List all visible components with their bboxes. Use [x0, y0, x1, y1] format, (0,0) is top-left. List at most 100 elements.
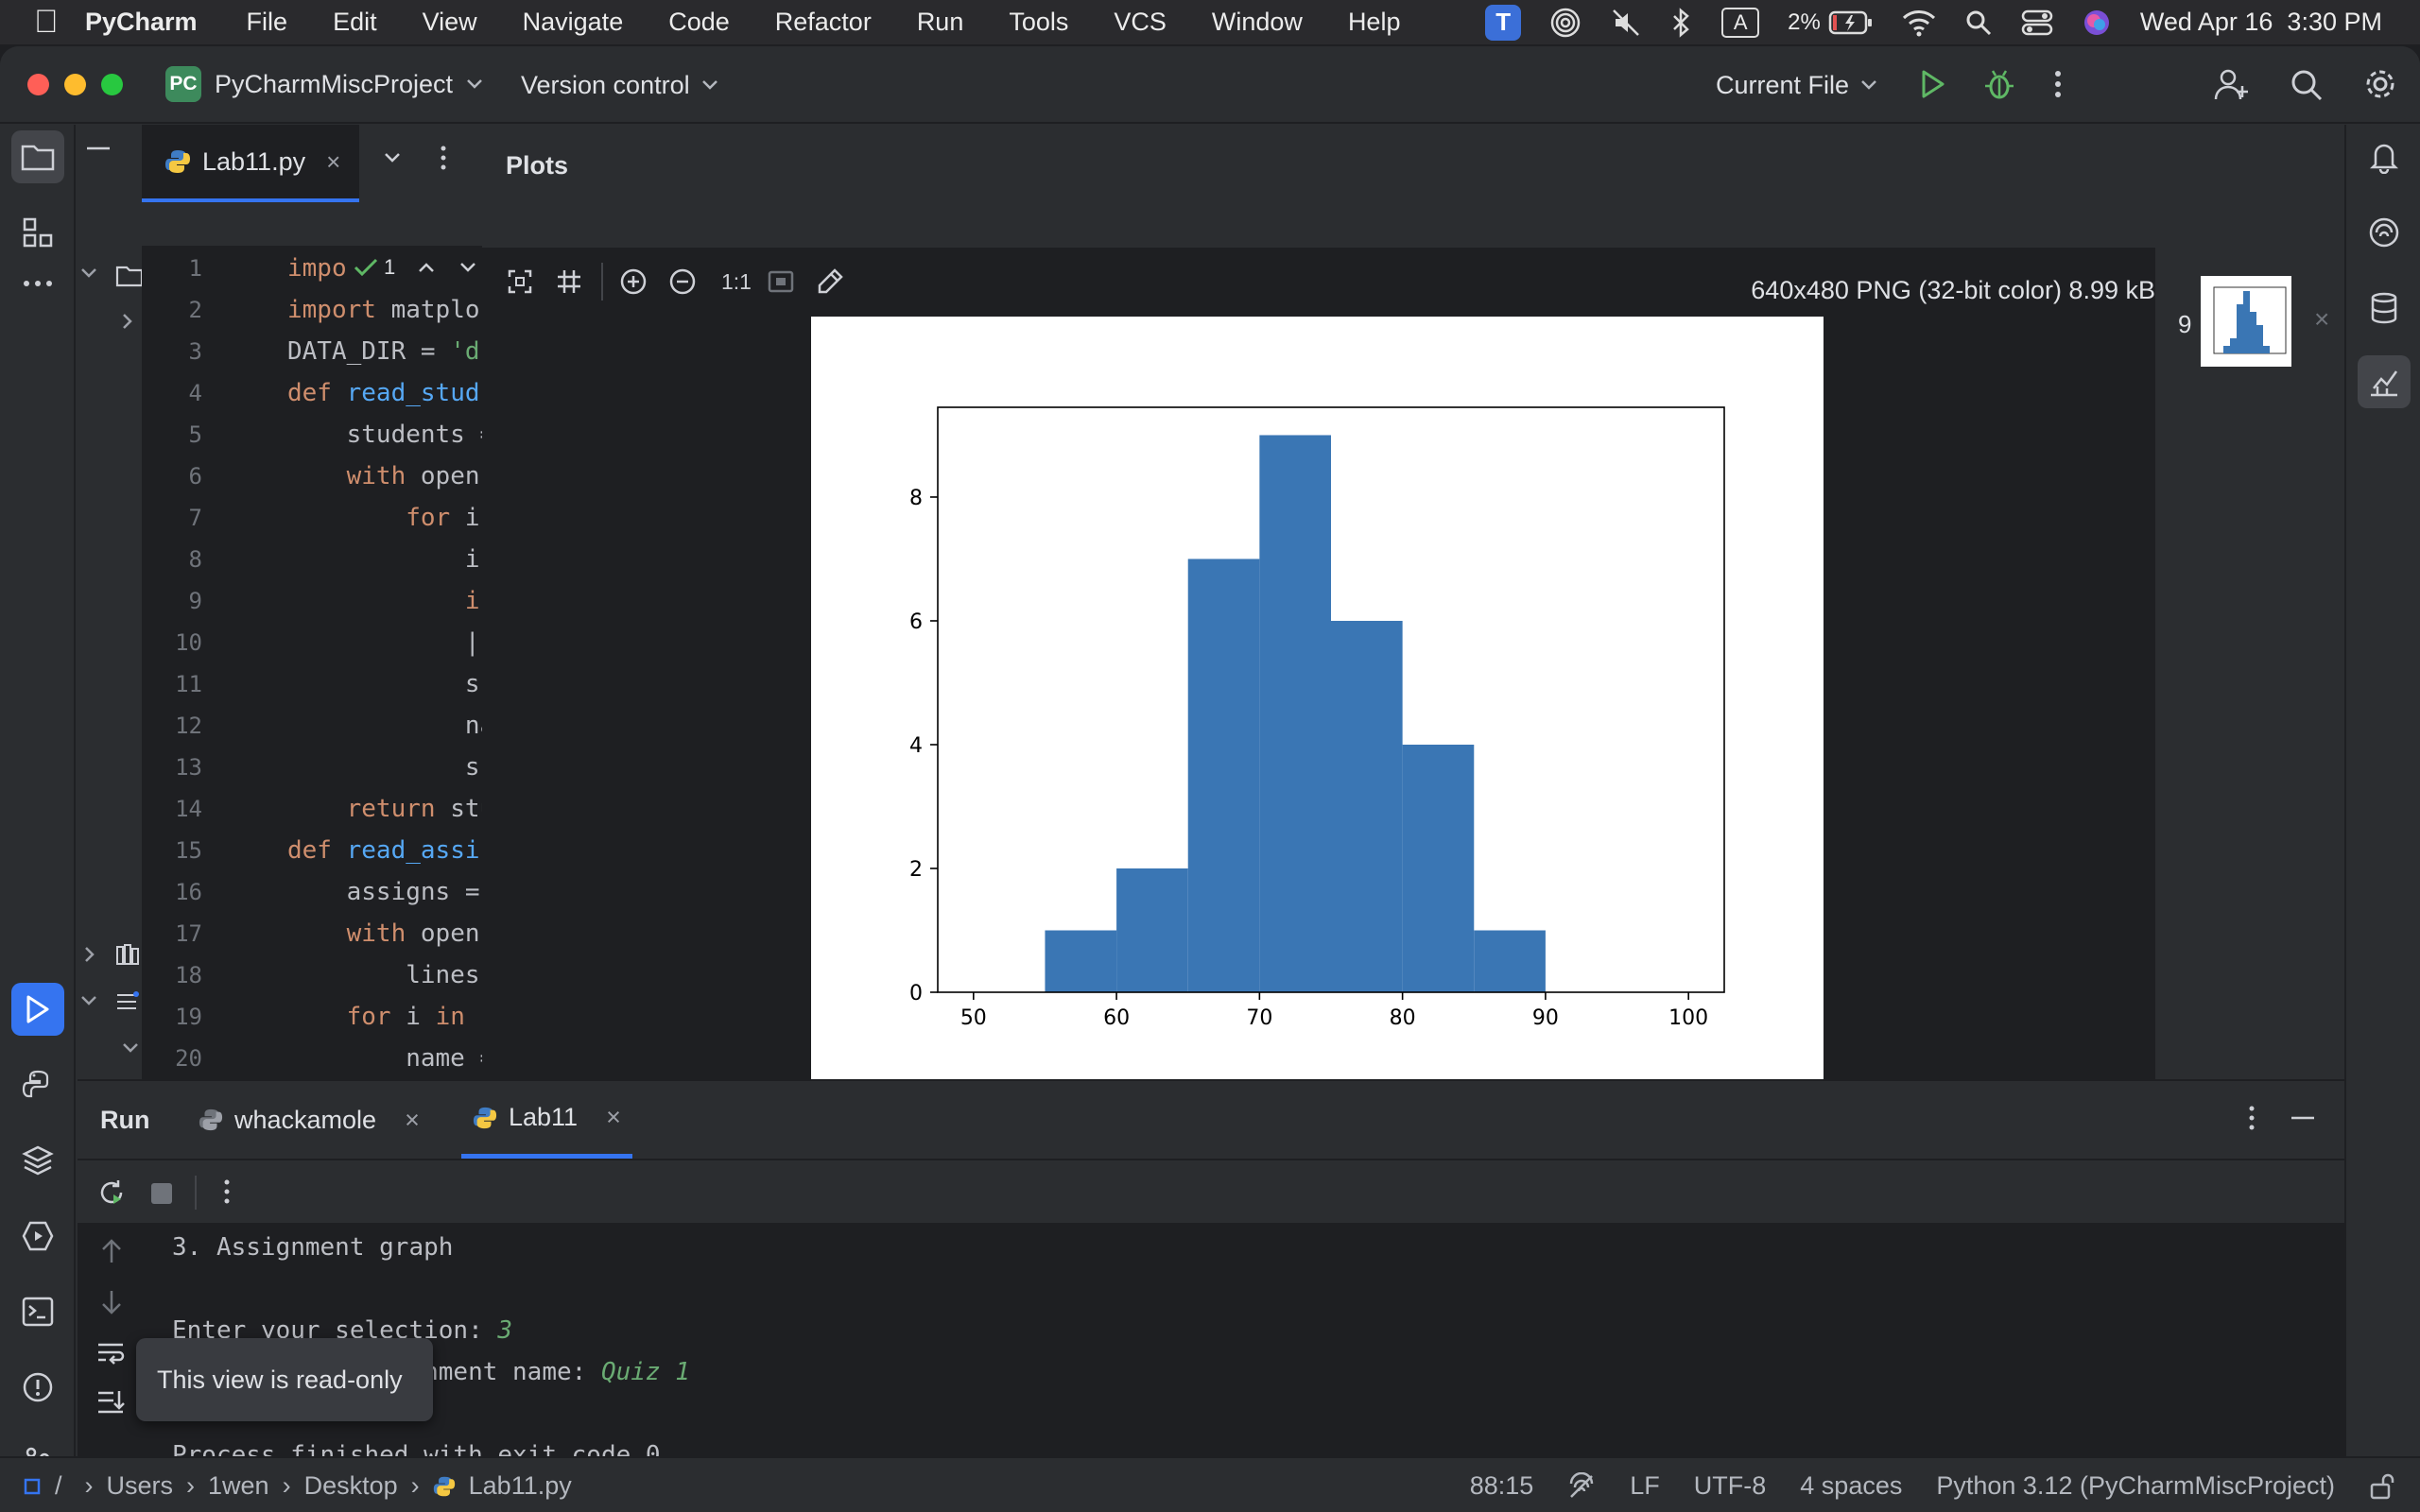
project-root-icon[interactable] [23, 1477, 42, 1496]
debug-icon[interactable] [1983, 67, 2015, 101]
breadcrumb-desktop[interactable]: Desktop [303, 1471, 398, 1500]
clock[interactable]: Wed Apr 16 3:30 PM [2139, 8, 2382, 36]
indent-setting[interactable]: 4 spaces [1800, 1471, 1903, 1500]
console-user-input: Quiz 1 [600, 1358, 690, 1386]
close-tab-icon[interactable]: × [606, 1103, 621, 1131]
ai-assistant-icon[interactable] [2358, 206, 2411, 259]
chevron-right-icon[interactable] [83, 945, 96, 964]
python-packages-icon[interactable] [11, 1058, 64, 1111]
close-tab-icon[interactable]: × [326, 146, 341, 176]
file-encoding[interactable]: UTF-8 [1693, 1471, 1767, 1500]
bluetooth-icon[interactable] [1670, 7, 1693, 39]
zoom-out-icon[interactable] [666, 265, 700, 299]
services-icon[interactable] [11, 1210, 64, 1263]
grid-icon[interactable] [552, 265, 586, 299]
menu-help[interactable]: Help [1347, 8, 1401, 36]
app-menu[interactable]: PyCharm [85, 8, 198, 36]
scroll-to-end-icon[interactable] [96, 1389, 125, 1416]
run-panel-more-icon[interactable] [2248, 1104, 2256, 1132]
code-area[interactable]: impo import matplo DATA_DIR = 'd def read_s… [287, 248, 482, 1079]
menu-file[interactable]: File [246, 8, 288, 36]
caret-position[interactable]: 88:15 [1469, 1471, 1534, 1500]
minimize-window-button[interactable] [64, 74, 86, 95]
siri-icon[interactable] [2082, 8, 2112, 38]
input-source-icon[interactable]: A [1721, 7, 1760, 38]
battery-icon[interactable] [1828, 9, 1874, 36]
run-tab-whackamole[interactable]: whackamole × [199, 1081, 420, 1159]
database-icon[interactable] [2358, 282, 2411, 335]
previous-highlight-icon[interactable] [418, 262, 435, 273]
breadcrumb-file[interactable]: Lab11.py [468, 1471, 572, 1500]
python-file-icon [164, 148, 191, 175]
wifi-icon[interactable] [1902, 9, 1936, 37]
menu-tools[interactable]: Tools [1009, 8, 1069, 36]
add-user-icon[interactable] [2214, 67, 2250, 103]
menu-window[interactable]: Window [1211, 8, 1303, 36]
menu-navigate[interactable]: Navigate [522, 8, 624, 36]
scroll-down-icon[interactable] [100, 1289, 123, 1315]
sciview-plots-icon[interactable] [2358, 355, 2411, 408]
tab-list-chevron-icon[interactable] [383, 151, 402, 164]
hide-panel-icon[interactable] [85, 146, 112, 151]
soft-wrap-icon[interactable] [96, 1340, 125, 1366]
structure-icon[interactable] [11, 206, 64, 259]
next-highlight-icon[interactable] [459, 262, 476, 273]
run-icon[interactable] [1919, 68, 1947, 100]
run-tab-lab11[interactable]: Lab11 × [461, 1081, 632, 1159]
more-tools-icon[interactable] [11, 257, 64, 310]
menu-vcs[interactable]: VCS [1114, 8, 1167, 36]
editor-tab-lab11[interactable]: Lab11.py × [142, 125, 359, 202]
spotlight-search-icon[interactable] [1964, 9, 1993, 37]
terminal-icon[interactable] [11, 1285, 64, 1338]
run-config-selector[interactable]: Current File [1716, 66, 1877, 104]
airdrop-icon[interactable] [1549, 7, 1582, 39]
zoom-window-button[interactable] [101, 74, 123, 95]
menu-edit[interactable]: Edit [333, 8, 377, 36]
project-folder-icon[interactable] [11, 130, 64, 183]
version-control-selector[interactable]: Version control [521, 66, 718, 104]
more-options-icon[interactable] [223, 1177, 231, 1206]
chevron-right-icon[interactable] [121, 312, 134, 331]
chevron-down-icon[interactable] [79, 266, 98, 280]
scroll-up-icon[interactable] [100, 1238, 123, 1264]
layers-icon[interactable] [11, 1134, 64, 1187]
menu-view[interactable]: View [422, 8, 477, 36]
project-selector[interactable]: PC PyCharmMiscProject [165, 66, 483, 102]
close-thumbnail-icon[interactable]: × [2314, 304, 2330, 334]
close-window-button[interactable] [27, 74, 49, 95]
inspection-widget[interactable]: 1 [350, 255, 481, 280]
tab-more-icon[interactable] [440, 144, 447, 172]
rerun-icon[interactable] [96, 1177, 127, 1208]
apple-menu-icon[interactable]:  [34, 4, 85, 41]
menu-run[interactable]: Run [916, 8, 964, 36]
settings-gear-icon[interactable] [2363, 67, 2397, 101]
control-center-icon[interactable] [2021, 9, 2053, 37]
color-picker-icon[interactable] [813, 265, 847, 299]
run-tool-icon[interactable] [11, 983, 64, 1036]
chevron-down-icon[interactable] [121, 1041, 140, 1055]
ai-status-icon[interactable] [1567, 1471, 1596, 1501]
fit-zoom-icon[interactable] [764, 265, 798, 299]
mute-icon[interactable] [1610, 7, 1642, 39]
problems-icon[interactable] [11, 1361, 64, 1414]
notifications-bell-icon[interactable] [2358, 130, 2411, 183]
python-interpreter[interactable]: Python 3.12 (PyCharmMiscProject) [1936, 1471, 2335, 1500]
menu-refactor[interactable]: Refactor [774, 8, 872, 36]
search-icon[interactable] [2290, 68, 2324, 102]
minimize-panel-icon[interactable] [2290, 1115, 2316, 1121]
unlock-icon[interactable] [2369, 1472, 2395, 1501]
plot-thumbnail[interactable] [2201, 276, 2291, 367]
close-tab-icon[interactable]: × [405, 1105, 420, 1134]
t-app-icon[interactable]: T [1485, 4, 1522, 41]
more-actions-icon[interactable] [2053, 68, 2063, 100]
breadcrumb-users[interactable]: Users [106, 1471, 174, 1500]
python-file-icon [433, 1475, 456, 1498]
stop-icon[interactable] [149, 1181, 174, 1206]
zoom-in-icon[interactable] [616, 265, 650, 299]
fit-to-window-icon[interactable] [503, 265, 537, 299]
breadcrumb-user[interactable]: 1wen [208, 1471, 269, 1500]
actual-size-button[interactable]: 1:1 [721, 268, 752, 294]
menu-code[interactable]: Code [668, 8, 730, 36]
chevron-down-icon[interactable] [79, 994, 98, 1007]
line-ending[interactable]: LF [1630, 1471, 1660, 1500]
